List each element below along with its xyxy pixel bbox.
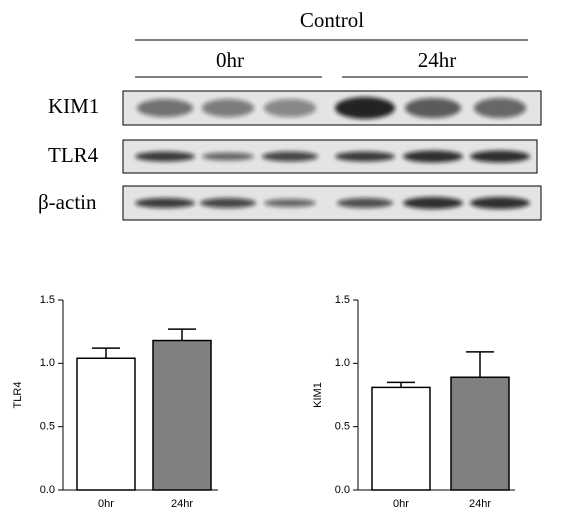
condition-label: Control: [300, 8, 364, 32]
band: [470, 197, 530, 209]
timepoint-label: 0hr: [216, 48, 244, 72]
band: [474, 98, 526, 118]
band: [335, 151, 395, 162]
y-tick-label: 0.0: [335, 484, 350, 496]
band: [337, 198, 393, 208]
band: [200, 198, 256, 208]
y-axis-label: TLR4: [12, 382, 24, 409]
x-tick-label: 0hr: [393, 498, 409, 510]
band: [470, 150, 530, 163]
y-tick-label: 1.5: [40, 294, 55, 306]
blot-panels: [122, 90, 542, 221]
y-tick-label: 0.5: [40, 421, 55, 433]
band: [135, 198, 195, 208]
row-label: β-actin: [38, 190, 97, 214]
y-tick-label: 1.0: [40, 357, 55, 369]
y-axis-label: KIM1: [312, 382, 324, 408]
bar: [76, 357, 136, 491]
x-tick-label: 0hr: [98, 498, 114, 510]
band: [262, 151, 318, 162]
bar: [450, 376, 510, 491]
band: [202, 152, 254, 161]
bar: [152, 339, 212, 491]
band: [202, 99, 254, 117]
band: [264, 99, 316, 117]
y-tick-label: 0.0: [40, 484, 55, 496]
y-tick-label: 1.5: [335, 294, 350, 306]
row-label: KIM1: [48, 94, 99, 118]
band: [264, 199, 316, 207]
band: [405, 98, 461, 118]
band: [403, 197, 463, 209]
band: [335, 97, 395, 119]
y-tick-label: 0.5: [335, 421, 350, 433]
y-tick-label: 1.0: [335, 357, 350, 369]
x-tick-label: 24hr: [469, 498, 491, 510]
band: [137, 99, 193, 117]
row-label: TLR4: [48, 143, 99, 167]
bar: [371, 386, 431, 491]
band: [135, 151, 195, 162]
x-tick-label: 24hr: [171, 498, 193, 510]
band: [403, 150, 463, 163]
timepoint-label: 24hr: [418, 48, 457, 72]
